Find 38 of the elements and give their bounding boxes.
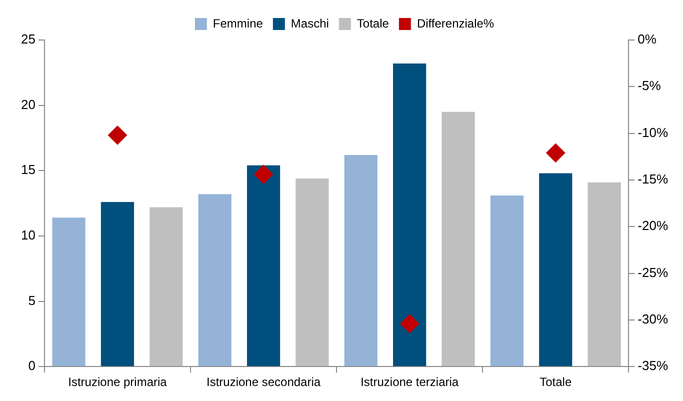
point <box>108 126 127 145</box>
bar <box>100 202 134 366</box>
y-tick-label: 25 <box>20 32 36 47</box>
bar <box>442 112 475 366</box>
x-tick-label: Istruzione primaria <box>68 375 168 390</box>
y2-tick-label: -10% <box>638 124 668 140</box>
legend-label: Differenziale% <box>416 16 494 30</box>
y2-tick-label: -25% <box>638 264 668 280</box>
bar <box>539 173 572 366</box>
bar <box>490 195 524 366</box>
bar <box>52 218 86 366</box>
y-tick-label: 15 <box>20 162 36 178</box>
y2-tick-label: -15% <box>638 172 668 187</box>
bar <box>296 178 329 366</box>
legend-label: Femmine <box>212 16 264 30</box>
point <box>254 164 274 184</box>
legend-label: Maschi <box>290 16 329 30</box>
y-tick-label: 0 <box>28 358 36 374</box>
bar <box>246 165 280 366</box>
x-tick-label: Istruzione terziaria <box>360 375 459 390</box>
y2-tick-label: -5% <box>638 78 662 94</box>
y-tick-label: 5 <box>28 292 36 308</box>
bar <box>393 64 426 366</box>
x-tick-label: Istruzione secondaria <box>206 375 321 390</box>
legend-label: Totale <box>356 16 390 30</box>
y-tick-label: 20 <box>20 96 36 112</box>
point <box>400 314 420 334</box>
bar <box>198 194 232 366</box>
y2-tick-label: 0% <box>638 32 657 47</box>
bar <box>588 182 621 366</box>
point <box>546 143 566 162</box>
bar <box>344 154 378 366</box>
y2-tick-label: -30% <box>638 312 668 327</box>
y2-tick-label: -35% <box>638 358 668 374</box>
y-tick-label: 10 <box>20 228 36 243</box>
bar <box>150 207 183 366</box>
x-tick-label: Totale <box>540 375 572 390</box>
y2-tick-label: -20% <box>638 218 668 234</box>
